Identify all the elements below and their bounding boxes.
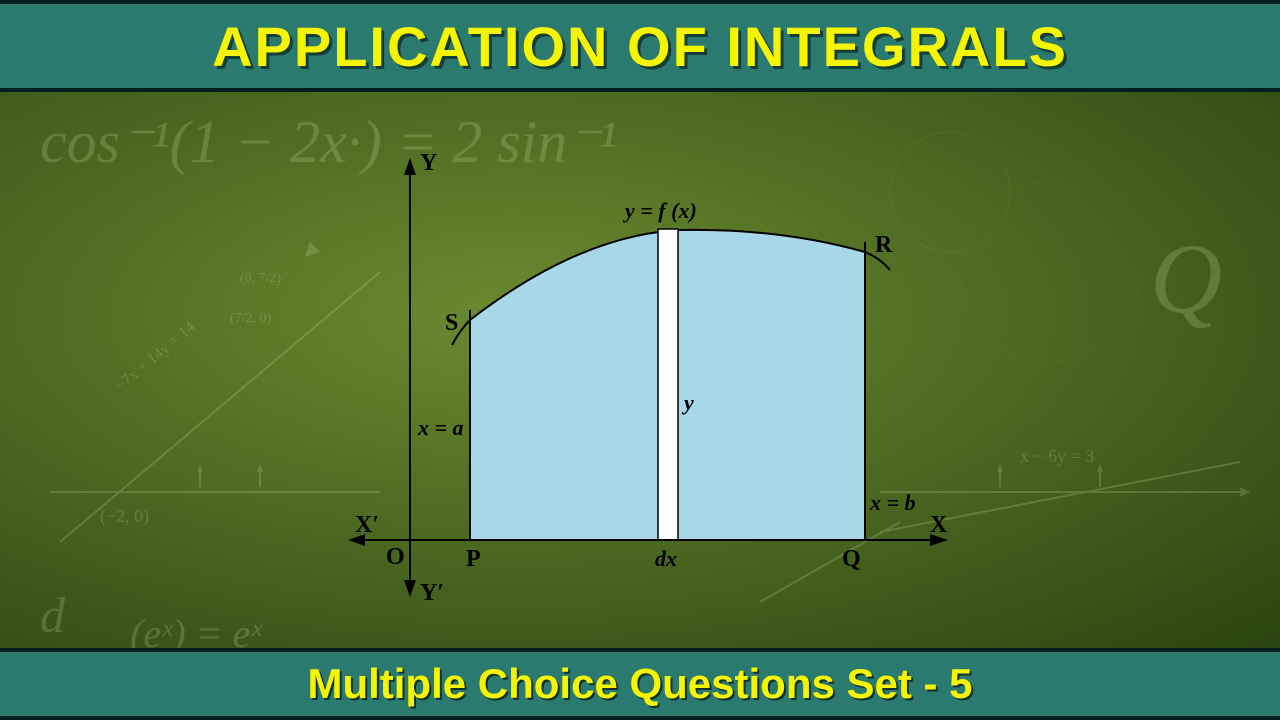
label-x-axis: X [930, 512, 948, 538]
title-bar: APPLICATION OF INTEGRALS [0, 0, 1280, 92]
svg-text:−7x + 14y = 14: −7x + 14y = 14 [112, 318, 199, 395]
integral-diagram: Y Y′ X X′ O y = f (x) x = a x = b y dx P… [280, 130, 1000, 610]
label-point-p: P [466, 546, 481, 572]
page-container: APPLICATION OF INTEGRALS cos⁻¹(1 − 2x·) … [0, 0, 1280, 720]
svg-text:(−2, 0): (−2, 0) [100, 506, 149, 527]
label-y-axis: Y [420, 150, 437, 176]
label-x-equals-a: x = a [417, 415, 464, 440]
page-title: APPLICATION OF INTEGRALS [212, 14, 1068, 79]
subtitle: Multiple Choice Questions Set - 5 [307, 660, 972, 708]
svg-text:(0, 7/2): (0, 7/2) [240, 271, 282, 286]
svg-text:d: d [40, 587, 66, 643]
label-curve: y = f (x) [622, 198, 697, 223]
dx-strip [658, 229, 678, 540]
svg-text:(7/2, 0): (7/2, 0) [230, 311, 272, 326]
label-point-q: Q [842, 546, 861, 572]
diagram-area: cos⁻¹(1 − 2x·) = 2 sin⁻¹ Q d (eˣ) = eˣ (… [0, 92, 1280, 648]
label-x-prime: X′ [355, 512, 379, 538]
label-point-s: S [445, 310, 458, 336]
svg-text:x − 6y = 3: x − 6y = 3 [1020, 446, 1094, 466]
bottom-bar: Multiple Choice Questions Set - 5 [0, 648, 1280, 720]
y-arrow-up [404, 158, 416, 175]
label-point-r: R [875, 232, 893, 258]
svg-text:(eˣ) = eˣ: (eˣ) = eˣ [130, 611, 263, 648]
svg-text:Q: Q [1150, 223, 1222, 334]
label-dx: dx [655, 546, 677, 571]
label-y-prime: Y′ [420, 580, 444, 606]
label-x-equals-b: x = b [869, 490, 916, 515]
label-origin: O [386, 544, 405, 570]
y-arrow-down [404, 580, 416, 597]
